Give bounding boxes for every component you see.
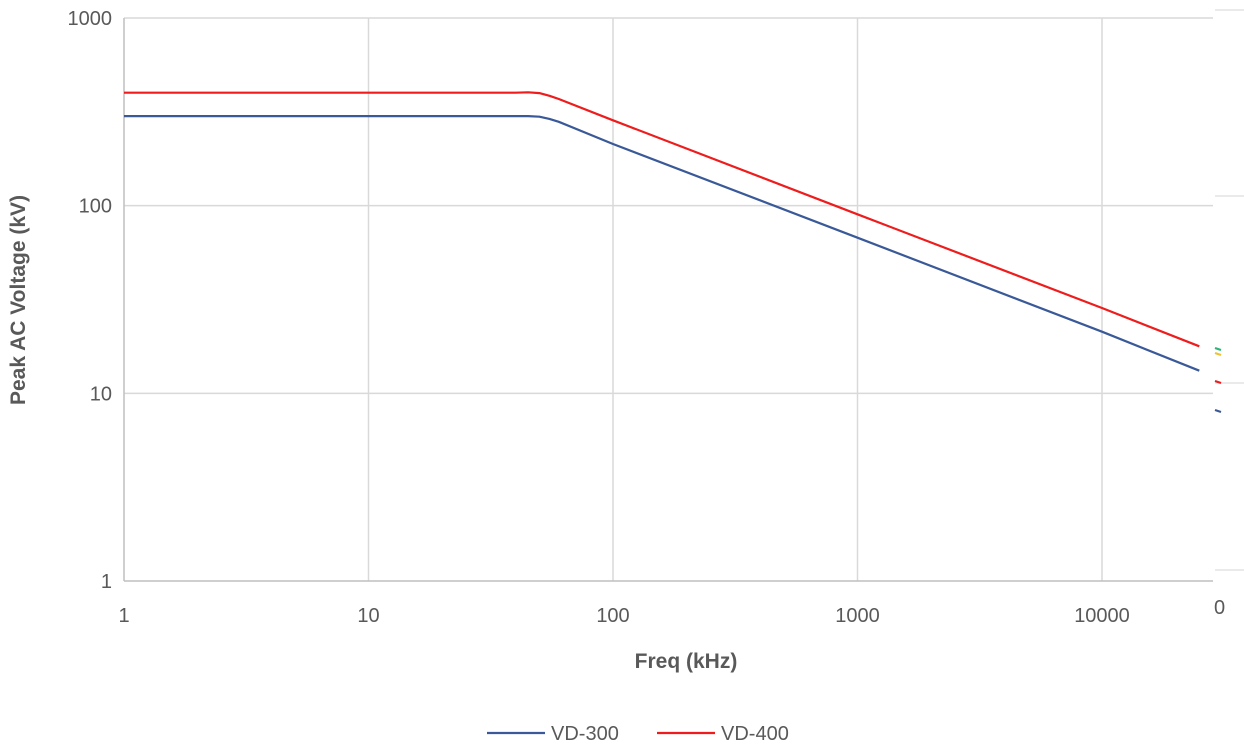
gridlines (124, 17, 1213, 581)
clipped-edge-fragment: 0 (1214, 0, 1244, 750)
y-tick-label: 1000 (68, 8, 113, 30)
x-tick-label: 1000 (835, 605, 880, 627)
x-axis-title: Freq (kHz) (635, 650, 738, 673)
edge-line-fragment (1214, 346, 1222, 352)
legend: VD-300 VD-400 (487, 723, 789, 745)
y-tick-label: 100 (79, 196, 112, 218)
x-tick-label: 10000 (1074, 605, 1130, 627)
legend-label: VD-400 (721, 723, 789, 745)
y-tick-label: 1 (101, 571, 112, 593)
legend-label: VD-300 (551, 723, 619, 745)
y-axis-title: Peak AC Voltage (kV) (7, 195, 30, 405)
edge-line-fragment (1214, 379, 1222, 385)
x-tick-label: 10 (357, 605, 379, 627)
y-tick-label: 10 (90, 383, 112, 405)
x-tick-label: 1 (118, 605, 129, 627)
edge-line-fragment (1214, 408, 1222, 414)
edge-panel (1214, 0, 1244, 750)
edge-tick-label: 0 (1214, 597, 1225, 619)
edge-line-fragment (1214, 351, 1222, 357)
axes (123, 18, 1213, 582)
series-line-vd-400 (124, 91, 1200, 348)
x-tick-label: 100 (596, 605, 629, 627)
tick-labels: 1 10 100 1000 1 10 100 1000 10000 (68, 8, 1130, 627)
series-line-vd-300 (124, 114, 1200, 372)
series-lines (124, 91, 1200, 372)
